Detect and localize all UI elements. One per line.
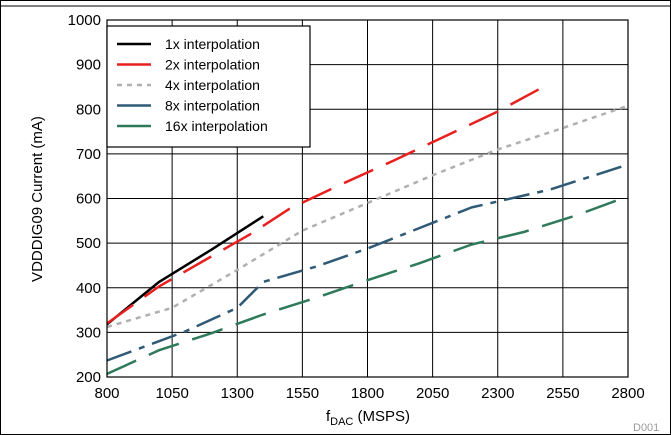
y-tick-label: 700 [76, 146, 101, 163]
legend-label: 16x interpolation [165, 118, 268, 134]
legend-label: 4x interpolation [165, 77, 260, 93]
legend-label: 2x interpolation [165, 57, 260, 73]
x-tick-label: 1800 [351, 385, 384, 402]
series-line [106, 163, 629, 362]
y-tick-label: 300 [76, 324, 101, 341]
y-tick-label: 600 [76, 191, 101, 208]
y-tick-label: 500 [76, 235, 101, 252]
x-tick-label: 2800 [611, 385, 644, 402]
y-axis-title: VDDDIG09 Current (mA) [29, 116, 46, 282]
series-line [106, 195, 629, 376]
x-tick-label: 2550 [546, 385, 579, 402]
series-line [106, 215, 264, 326]
series-line [106, 104, 629, 329]
y-tick-label: 1000 [68, 12, 101, 29]
figure-id: D001 [633, 422, 659, 434]
x-axis-title-unit: (MSPS) [353, 408, 410, 425]
y-tick-label: 900 [76, 57, 101, 74]
x-axis-title-main: f [326, 408, 331, 425]
x-tick-label: 1300 [221, 385, 254, 402]
series-line [106, 82, 551, 325]
plot-area-border [106, 19, 629, 378]
x-axis-title-subscript: DAC [330, 416, 353, 428]
legend: 1x interpolation 2x interpolation 4x inter… [106, 25, 311, 148]
x-tick-label: 2300 [481, 385, 514, 402]
y-tick-label: 200 [76, 369, 101, 386]
x-tick-label: 1550 [286, 385, 319, 402]
legend-label: 1x interpolation [165, 36, 260, 52]
series-lines [106, 82, 629, 376]
x-tick-label: 1050 [155, 385, 188, 402]
x-axis-title: fDAC (MSPS) [326, 408, 410, 428]
x-tick-label: 2050 [416, 385, 449, 402]
tick-labels: 800 1050 1300 1550 1800 2050 2300 2550 2800 200 30… [68, 12, 645, 402]
y-tick-label: 800 [76, 101, 101, 118]
y-tick-label: 400 [76, 280, 101, 297]
x-tick-label: 800 [94, 385, 119, 402]
legend-label: 8x interpolation [165, 98, 260, 114]
